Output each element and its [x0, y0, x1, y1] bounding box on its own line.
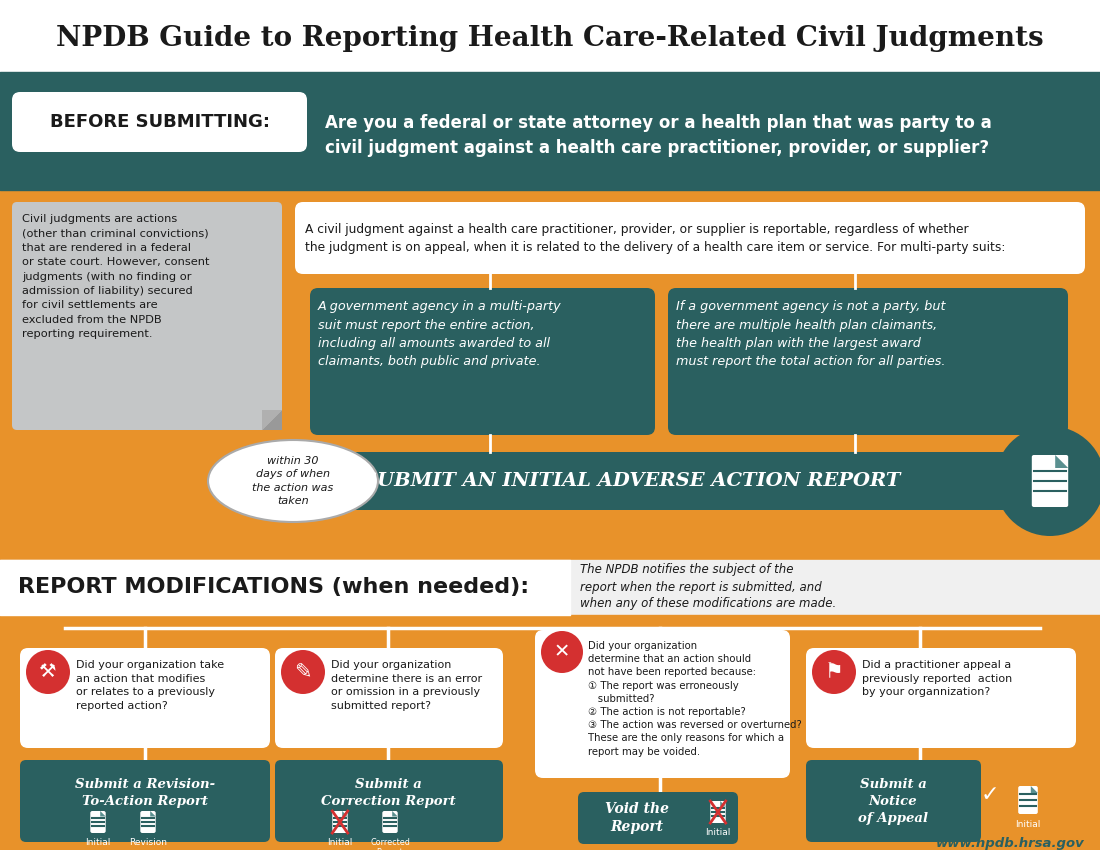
Polygon shape — [1055, 455, 1068, 468]
Text: ✎: ✎ — [295, 662, 311, 682]
FancyBboxPatch shape — [275, 760, 503, 842]
Text: The NPDB notifies the subject of the
report when the report is submitted, and
wh: The NPDB notifies the subject of the rep… — [580, 564, 836, 610]
FancyBboxPatch shape — [0, 560, 570, 615]
Text: Did your organization take
an action that modifies
or relates to a previously
re: Did your organization take an action tha… — [76, 660, 224, 711]
Text: BEFORE SUBMITTING:: BEFORE SUBMITTING: — [50, 113, 270, 131]
Text: Did your organization
determine there is an error
or omission in a previously
su: Did your organization determine there is… — [331, 660, 482, 711]
Text: ✕: ✕ — [553, 643, 570, 661]
Text: within 30
days of when
the action was
taken: within 30 days of when the action was ta… — [252, 456, 333, 506]
FancyBboxPatch shape — [20, 760, 270, 842]
Polygon shape — [720, 801, 726, 807]
Text: A government agency in a multi-party
suit must report the entire action,
includi: A government agency in a multi-party sui… — [318, 300, 562, 369]
Text: SUBMIT AN INITIAL ADVERSE ACTION REPORT: SUBMIT AN INITIAL ADVERSE ACTION REPORT — [363, 472, 901, 490]
FancyBboxPatch shape — [578, 792, 738, 844]
Text: Initial: Initial — [328, 838, 353, 847]
FancyBboxPatch shape — [535, 630, 790, 778]
FancyBboxPatch shape — [90, 811, 106, 833]
Text: ⚑: ⚑ — [825, 662, 844, 682]
FancyBboxPatch shape — [310, 288, 654, 435]
Ellipse shape — [208, 440, 378, 522]
Text: Revision: Revision — [129, 838, 167, 847]
FancyBboxPatch shape — [141, 811, 156, 833]
Polygon shape — [151, 811, 156, 817]
Text: Are you a federal or state attorney or a health plan that was party to a
civil j: Are you a federal or state attorney or a… — [324, 114, 992, 156]
Polygon shape — [1031, 786, 1037, 793]
Circle shape — [812, 650, 856, 694]
Text: ⚒: ⚒ — [40, 662, 57, 682]
Text: A civil judgment against a health care practitioner, provider, or supplier is re: A civil judgment against a health care p… — [305, 223, 1005, 253]
FancyBboxPatch shape — [12, 202, 282, 430]
FancyBboxPatch shape — [332, 811, 348, 833]
FancyBboxPatch shape — [668, 288, 1068, 435]
Polygon shape — [262, 410, 282, 430]
FancyBboxPatch shape — [1019, 786, 1037, 814]
FancyBboxPatch shape — [295, 202, 1085, 274]
Text: Initial: Initial — [86, 838, 111, 847]
Text: Did a practitioner appeal a
previously reported  action
by your organnization?: Did a practitioner appeal a previously r… — [862, 660, 1012, 697]
FancyBboxPatch shape — [12, 92, 307, 152]
Text: Did your organization
determine that an action should
not have been reported bec: Did your organization determine that an … — [588, 641, 802, 756]
Text: Initial: Initial — [705, 828, 730, 837]
Text: Civil judgments are actions
(other than criminal convictions)
that are rendered : Civil judgments are actions (other than … — [22, 214, 209, 339]
Circle shape — [996, 426, 1100, 536]
FancyBboxPatch shape — [711, 801, 726, 823]
Text: Initial: Initial — [1015, 820, 1041, 829]
Polygon shape — [342, 811, 348, 817]
Text: Submit a
Notice
of Appeal: Submit a Notice of Appeal — [858, 778, 928, 825]
Text: REPORT MODIFICATIONS (when needed):: REPORT MODIFICATIONS (when needed): — [18, 577, 529, 597]
FancyBboxPatch shape — [806, 648, 1076, 748]
Text: Void the
Report: Void the Report — [605, 802, 669, 834]
Text: Submit a
Correction Report: Submit a Correction Report — [320, 778, 455, 808]
FancyBboxPatch shape — [20, 648, 270, 748]
Text: ✓: ✓ — [981, 785, 999, 805]
Circle shape — [26, 650, 70, 694]
Polygon shape — [393, 811, 398, 817]
FancyBboxPatch shape — [275, 648, 503, 748]
FancyBboxPatch shape — [383, 811, 398, 833]
FancyBboxPatch shape — [1032, 455, 1068, 507]
Text: NPDB Guide to Reporting Health Care-Related Civil Judgments: NPDB Guide to Reporting Health Care-Rela… — [56, 25, 1044, 52]
Polygon shape — [100, 811, 106, 817]
Text: Submit a Revision-
To-Action Report: Submit a Revision- To-Action Report — [75, 778, 216, 808]
Circle shape — [280, 650, 324, 694]
Circle shape — [541, 631, 583, 673]
Text: Corrected
Report: Corrected Report — [370, 838, 410, 850]
FancyBboxPatch shape — [806, 760, 981, 842]
Polygon shape — [262, 410, 282, 430]
Text: If a government agency is not a party, but
there are multiple health plan claima: If a government agency is not a party, b… — [676, 300, 946, 369]
FancyBboxPatch shape — [310, 452, 1055, 510]
Text: www.npdb.hrsa.gov: www.npdb.hrsa.gov — [936, 836, 1085, 849]
